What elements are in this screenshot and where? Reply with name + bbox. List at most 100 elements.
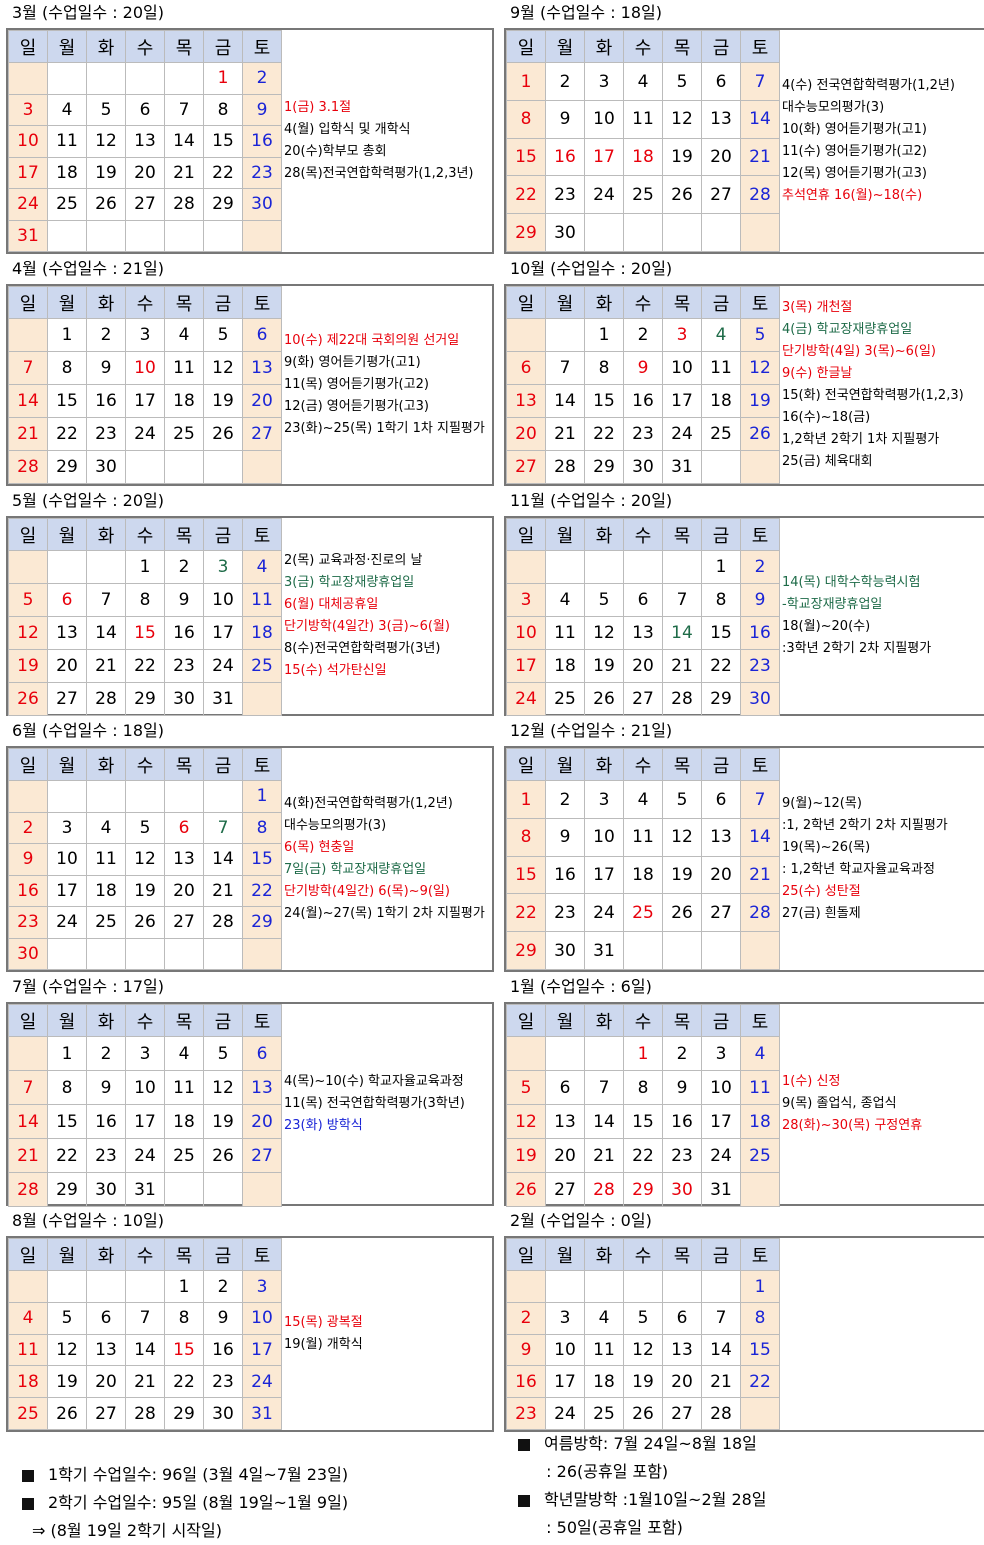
day-cell	[8, 1036, 48, 1071]
day-cell: 18	[545, 649, 585, 683]
day-cell: 3	[506, 583, 546, 617]
day-cell: 10	[701, 1070, 741, 1105]
day-cell: 8	[701, 583, 741, 617]
day-cell	[164, 937, 204, 970]
week-row: 8 9 10 11 12 13 14	[506, 817, 780, 857]
event-item: 8(수)전국연합학력평가(3년)	[284, 641, 441, 656]
day-cell: 28	[203, 906, 243, 939]
day-cell: 22	[623, 1138, 663, 1173]
weekday-header: 금	[203, 518, 243, 551]
day-cell: 18	[164, 1104, 204, 1139]
month-events: 4(목)~10(수) 학교자율교육과정 11(목) 전국연합학력평가(3학년) 23…	[282, 1004, 492, 1204]
event-item: 24(월)~27(목) 1학기 2차 지필평가	[284, 906, 485, 921]
day-cell: 14	[8, 1104, 48, 1139]
day-cell: 4	[86, 811, 126, 844]
day-cell: 25	[623, 893, 663, 933]
day-cell	[701, 213, 741, 252]
day-cell: 28	[584, 1172, 624, 1207]
weekday-header: 금	[701, 1004, 741, 1037]
week-row: 31	[8, 219, 282, 252]
calendar-grid: 일 월 화 수 목 금 토 1 2 3 4 5 6 7 8 9 10 11 12 13 14 15 16 17 18 19 20 21…	[8, 30, 282, 252]
day-cell: 14	[203, 843, 243, 876]
day-cell: 21	[545, 417, 585, 451]
day-cell: 10	[125, 351, 165, 385]
week-row: 28 29 30 31	[8, 1172, 282, 1207]
footer-line: : 26(공휴일 포함)	[536, 1462, 669, 1481]
weekday-header: 일	[506, 518, 546, 551]
day-cell: 16	[545, 855, 585, 895]
day-cell: 20	[86, 1365, 126, 1399]
weekday-header: 일	[8, 1004, 48, 1037]
day-cell: 27	[662, 1397, 702, 1430]
week-row: 29 30 31	[506, 931, 780, 970]
day-cell: 27	[701, 893, 741, 933]
day-cell: 16	[662, 1104, 702, 1139]
weekday-header: 토	[242, 1004, 282, 1037]
day-cell: 1	[506, 62, 546, 101]
week-row: 5 6 7 8 9 10 11	[506, 1070, 780, 1105]
week-row: 28 29 30	[8, 450, 282, 484]
day-cell: 31	[8, 219, 48, 252]
day-cell: 26	[662, 175, 702, 215]
day-cell: 18	[8, 1365, 48, 1399]
week-row: 26 27 28 29 30 31	[8, 682, 282, 716]
day-cell: 3	[584, 62, 624, 101]
day-cell: 16	[86, 1104, 126, 1139]
week-row: 17 18 19 20 21 22 23	[8, 156, 282, 189]
day-cell: 5	[203, 1036, 243, 1071]
weekday-header: 일	[506, 1237, 546, 1272]
week-row: 7 8 9 10 11 12 13	[8, 1070, 282, 1105]
month-calendar-box: 일 월 화 수 목 금 토 1 2 3 4 5 6 7 8 9 10 11 12 13 14 15 16 17 18 19 20 21…	[504, 28, 984, 254]
day-cell: 26	[623, 1397, 663, 1430]
day-cell: 27	[242, 1138, 282, 1173]
weekday-header: 금	[701, 29, 741, 64]
day-cell: 29	[242, 906, 282, 939]
day-cell: 30	[86, 450, 126, 484]
weekday-header: 일	[8, 30, 48, 63]
week-row: 19 20 21 22 23 24 25	[506, 1138, 780, 1173]
day-cell	[662, 213, 702, 252]
day-cell: 14	[701, 1333, 741, 1367]
day-cell: 21	[86, 649, 126, 683]
weekday-header: 수	[623, 518, 663, 551]
month-title: 5월 (수업일수 : 20일)	[12, 491, 164, 510]
footer-line: 학년말방학 :1월10일~2월 28일	[518, 1486, 767, 1514]
weekday-header: 일	[8, 1237, 48, 1272]
day-cell: 3	[242, 1270, 282, 1303]
day-cell: 9	[506, 1333, 546, 1367]
week-row: 6 7 8 9 10 11 12	[506, 351, 780, 385]
week-row: 22 23 24 25 26 27 28	[506, 175, 780, 215]
day-cell: 24	[125, 417, 165, 451]
day-cell: 11	[164, 1070, 204, 1105]
day-cell: 12	[86, 125, 126, 158]
day-cell: 1	[506, 780, 546, 819]
weekday-header: 월	[47, 1004, 87, 1037]
calendar-grid: 일 월 화 수 목 금 토 1 2 3 4 5 6 7 8 9 10 11 12 13 14 15 16 17 18 19 20 21…	[8, 518, 282, 716]
day-cell	[506, 1270, 546, 1303]
day-cell: 13	[506, 384, 546, 418]
month-events: 4(화)전국연합학력평가(1,2년) 대수능모의평가(3) 6(목) 현충일 7일(…	[282, 748, 492, 970]
day-cell	[623, 213, 663, 252]
weekday-header: 화	[584, 1237, 624, 1272]
day-cell: 13	[662, 1333, 702, 1367]
weekday-header: 일	[8, 748, 48, 781]
weekday-header: 화	[584, 747, 624, 782]
day-cell: 27	[125, 188, 165, 221]
day-cell	[125, 219, 165, 252]
day-cell: 4	[47, 93, 87, 126]
day-cell: 10	[662, 351, 702, 385]
day-cell: 2	[164, 550, 204, 584]
day-cell: 18	[584, 1365, 624, 1399]
day-cell	[47, 62, 87, 95]
week-row: 17 18 19 20 21 22 23	[506, 649, 780, 683]
day-cell: 7	[701, 1301, 741, 1335]
event-item: 11(수) 영어듣기평가(고2)	[782, 144, 927, 159]
footer-line: 여름방학: 7월 24일~8월 18일	[518, 1430, 767, 1458]
day-cell: 10	[545, 1333, 585, 1367]
week-row: 26 27 28 29 30 31	[506, 1172, 780, 1207]
week-row: 12 13 14 15 16 17 18	[8, 616, 282, 650]
day-cell: 11	[86, 843, 126, 876]
day-cell: 15	[47, 384, 87, 418]
